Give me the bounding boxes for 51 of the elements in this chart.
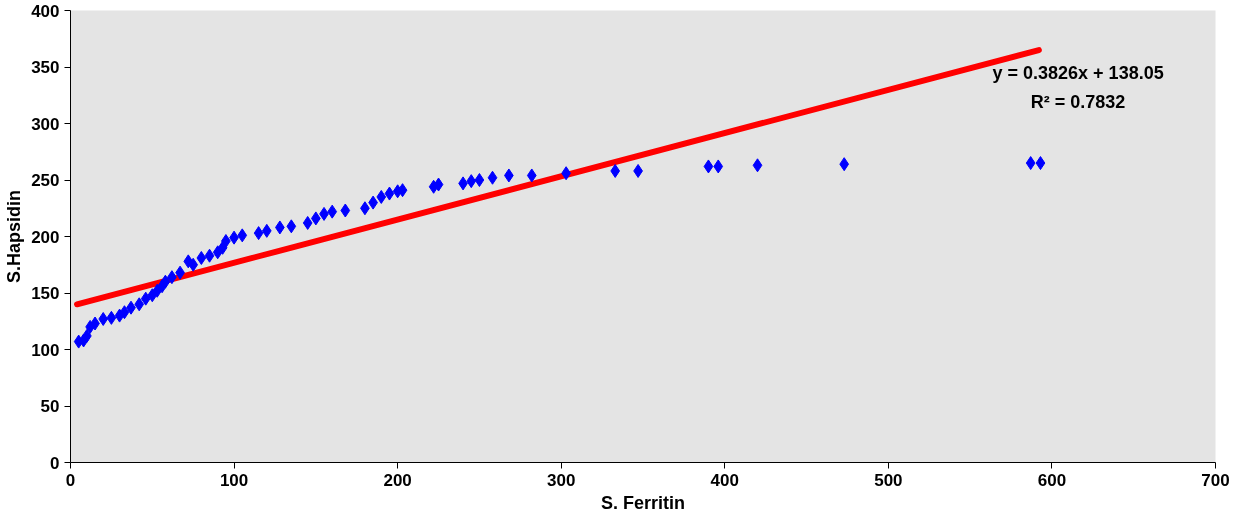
point bbox=[433, 177, 444, 192]
point bbox=[610, 163, 621, 178]
point bbox=[487, 170, 498, 185]
y-tick-label: 250 bbox=[31, 171, 60, 190]
point bbox=[1025, 156, 1036, 171]
point bbox=[376, 189, 387, 204]
y-tick-label: 200 bbox=[31, 227, 60, 247]
point bbox=[204, 248, 215, 263]
y-tick-label: 150 bbox=[31, 284, 60, 303]
point bbox=[253, 226, 264, 241]
point bbox=[526, 168, 537, 183]
point bbox=[384, 186, 395, 201]
point bbox=[134, 297, 145, 312]
x-tick-label: 300 bbox=[547, 470, 576, 490]
point bbox=[98, 311, 109, 326]
point bbox=[188, 257, 199, 272]
y-axis-title: S.Hapsidin bbox=[4, 189, 25, 284]
point bbox=[237, 228, 248, 243]
y-tick-label: 0 bbox=[50, 453, 60, 473]
point bbox=[703, 159, 714, 174]
point bbox=[327, 204, 338, 219]
x-tick-label: 700 bbox=[1201, 470, 1230, 490]
y-tick-label: 100 bbox=[31, 340, 60, 360]
x-tick-label: 200 bbox=[383, 470, 412, 490]
y-tick-label: 350 bbox=[31, 58, 60, 77]
point bbox=[140, 291, 151, 306]
point bbox=[119, 305, 130, 320]
point bbox=[340, 203, 351, 218]
point bbox=[302, 215, 313, 230]
y-tick-label: 300 bbox=[31, 114, 60, 134]
point bbox=[752, 158, 763, 173]
x-tick-label: 400 bbox=[710, 470, 739, 490]
point bbox=[261, 223, 272, 238]
point bbox=[160, 274, 171, 289]
x-tick-label: 0 bbox=[65, 470, 76, 490]
point bbox=[474, 173, 485, 187]
point bbox=[839, 157, 850, 172]
annotation: y = 0.3826x + 138.05 bbox=[992, 62, 1164, 83]
point bbox=[286, 219, 297, 234]
point bbox=[466, 174, 477, 189]
y-tick-label: 50 bbox=[40, 397, 60, 416]
x-tick-label: 100 bbox=[219, 470, 249, 490]
point bbox=[106, 310, 117, 325]
annotation: R² = 0.7832 bbox=[1030, 92, 1126, 113]
y-tick-label: 400 bbox=[31, 1, 60, 21]
x-axis-title: S. Ferritin bbox=[600, 492, 686, 513]
point bbox=[196, 250, 207, 265]
x-tick-label: 500 bbox=[874, 470, 903, 490]
x-tick-label: 600 bbox=[1037, 470, 1067, 490]
point bbox=[713, 159, 724, 174]
point bbox=[1035, 156, 1046, 171]
